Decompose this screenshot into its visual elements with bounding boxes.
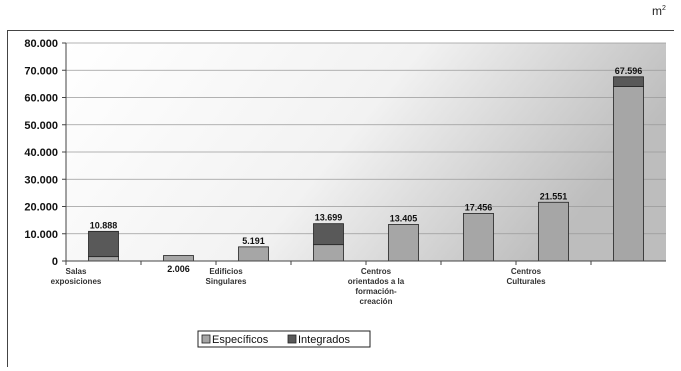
data-label: 21.551	[540, 191, 568, 201]
data-label: 10.888	[90, 220, 118, 230]
y-tick-label: 70.000	[24, 65, 58, 77]
legend-swatch-integrados	[287, 334, 297, 344]
bar-chart: 0 10.000 20.000 30.000 40.000 50.000 60.000 70.…	[24, 38, 666, 348]
data-label: 67.596	[615, 66, 643, 76]
bar-segment-especificos	[613, 86, 644, 262]
data-label: 13.699	[315, 213, 343, 223]
y-tick-label: 0	[52, 256, 58, 268]
category-label: Edificios Singulares	[206, 267, 247, 286]
bar-segment-integrados	[88, 230, 119, 258]
y-tick-label: 60.000	[24, 93, 58, 105]
bar-segment-especificos	[88, 256, 119, 262]
legend-label-integrados: Integrados	[298, 334, 350, 346]
category-label: Centros orientados a la formación-creación	[348, 267, 405, 306]
data-label: 5.191	[242, 236, 265, 246]
legend-label-especificos: Específicos	[212, 334, 269, 346]
legend-box	[197, 330, 371, 348]
axes	[65, 43, 666, 262]
data-label: 17.456	[465, 202, 493, 212]
unit-label: m2	[652, 4, 666, 18]
data-labels: 10.888 2.006 5.191 13.699 13.405 17.456 21.551…	[90, 66, 643, 274]
y-tick-label: 40.000	[24, 147, 58, 159]
legend-swatch-especificos	[201, 334, 211, 344]
y-tick-label: 80.000	[24, 38, 58, 50]
chart-frame: 0 10.000 20.000 30.000 40.000 50.000 60.000 70.…	[7, 30, 674, 367]
bar-segment-especificos	[388, 224, 419, 262]
bar-segment-especificos	[163, 255, 194, 262]
bar-segment-especificos	[538, 201, 569, 262]
y-tick-label: 30.000	[24, 174, 58, 186]
y-tick-label: 10.000	[24, 229, 58, 241]
category-label: Centros Culturales	[506, 267, 546, 286]
gridlines	[62, 42, 666, 265]
data-label: 13.405	[390, 213, 418, 223]
bars	[88, 76, 644, 262]
data-label: 2.006	[167, 264, 190, 274]
bar-segment-integrados	[613, 76, 644, 87]
bar-segment-especificos	[238, 246, 269, 262]
bar-segment-especificos	[313, 244, 344, 262]
category-label: Salas exposiciones	[51, 267, 102, 286]
category-labels: Salas exposiciones Edificios Singulares Cent…	[51, 267, 546, 306]
y-tick-labels: 0 10.000 20.000 30.000 40.000 50.000 60.000 70.…	[24, 38, 58, 268]
y-tick-label: 20.000	[24, 202, 58, 214]
legend: Específicos Integrados	[197, 330, 371, 348]
y-tick-label: 50.000	[24, 120, 58, 132]
bar-segment-especificos	[463, 213, 494, 262]
bar-segment-integrados	[313, 223, 344, 246]
